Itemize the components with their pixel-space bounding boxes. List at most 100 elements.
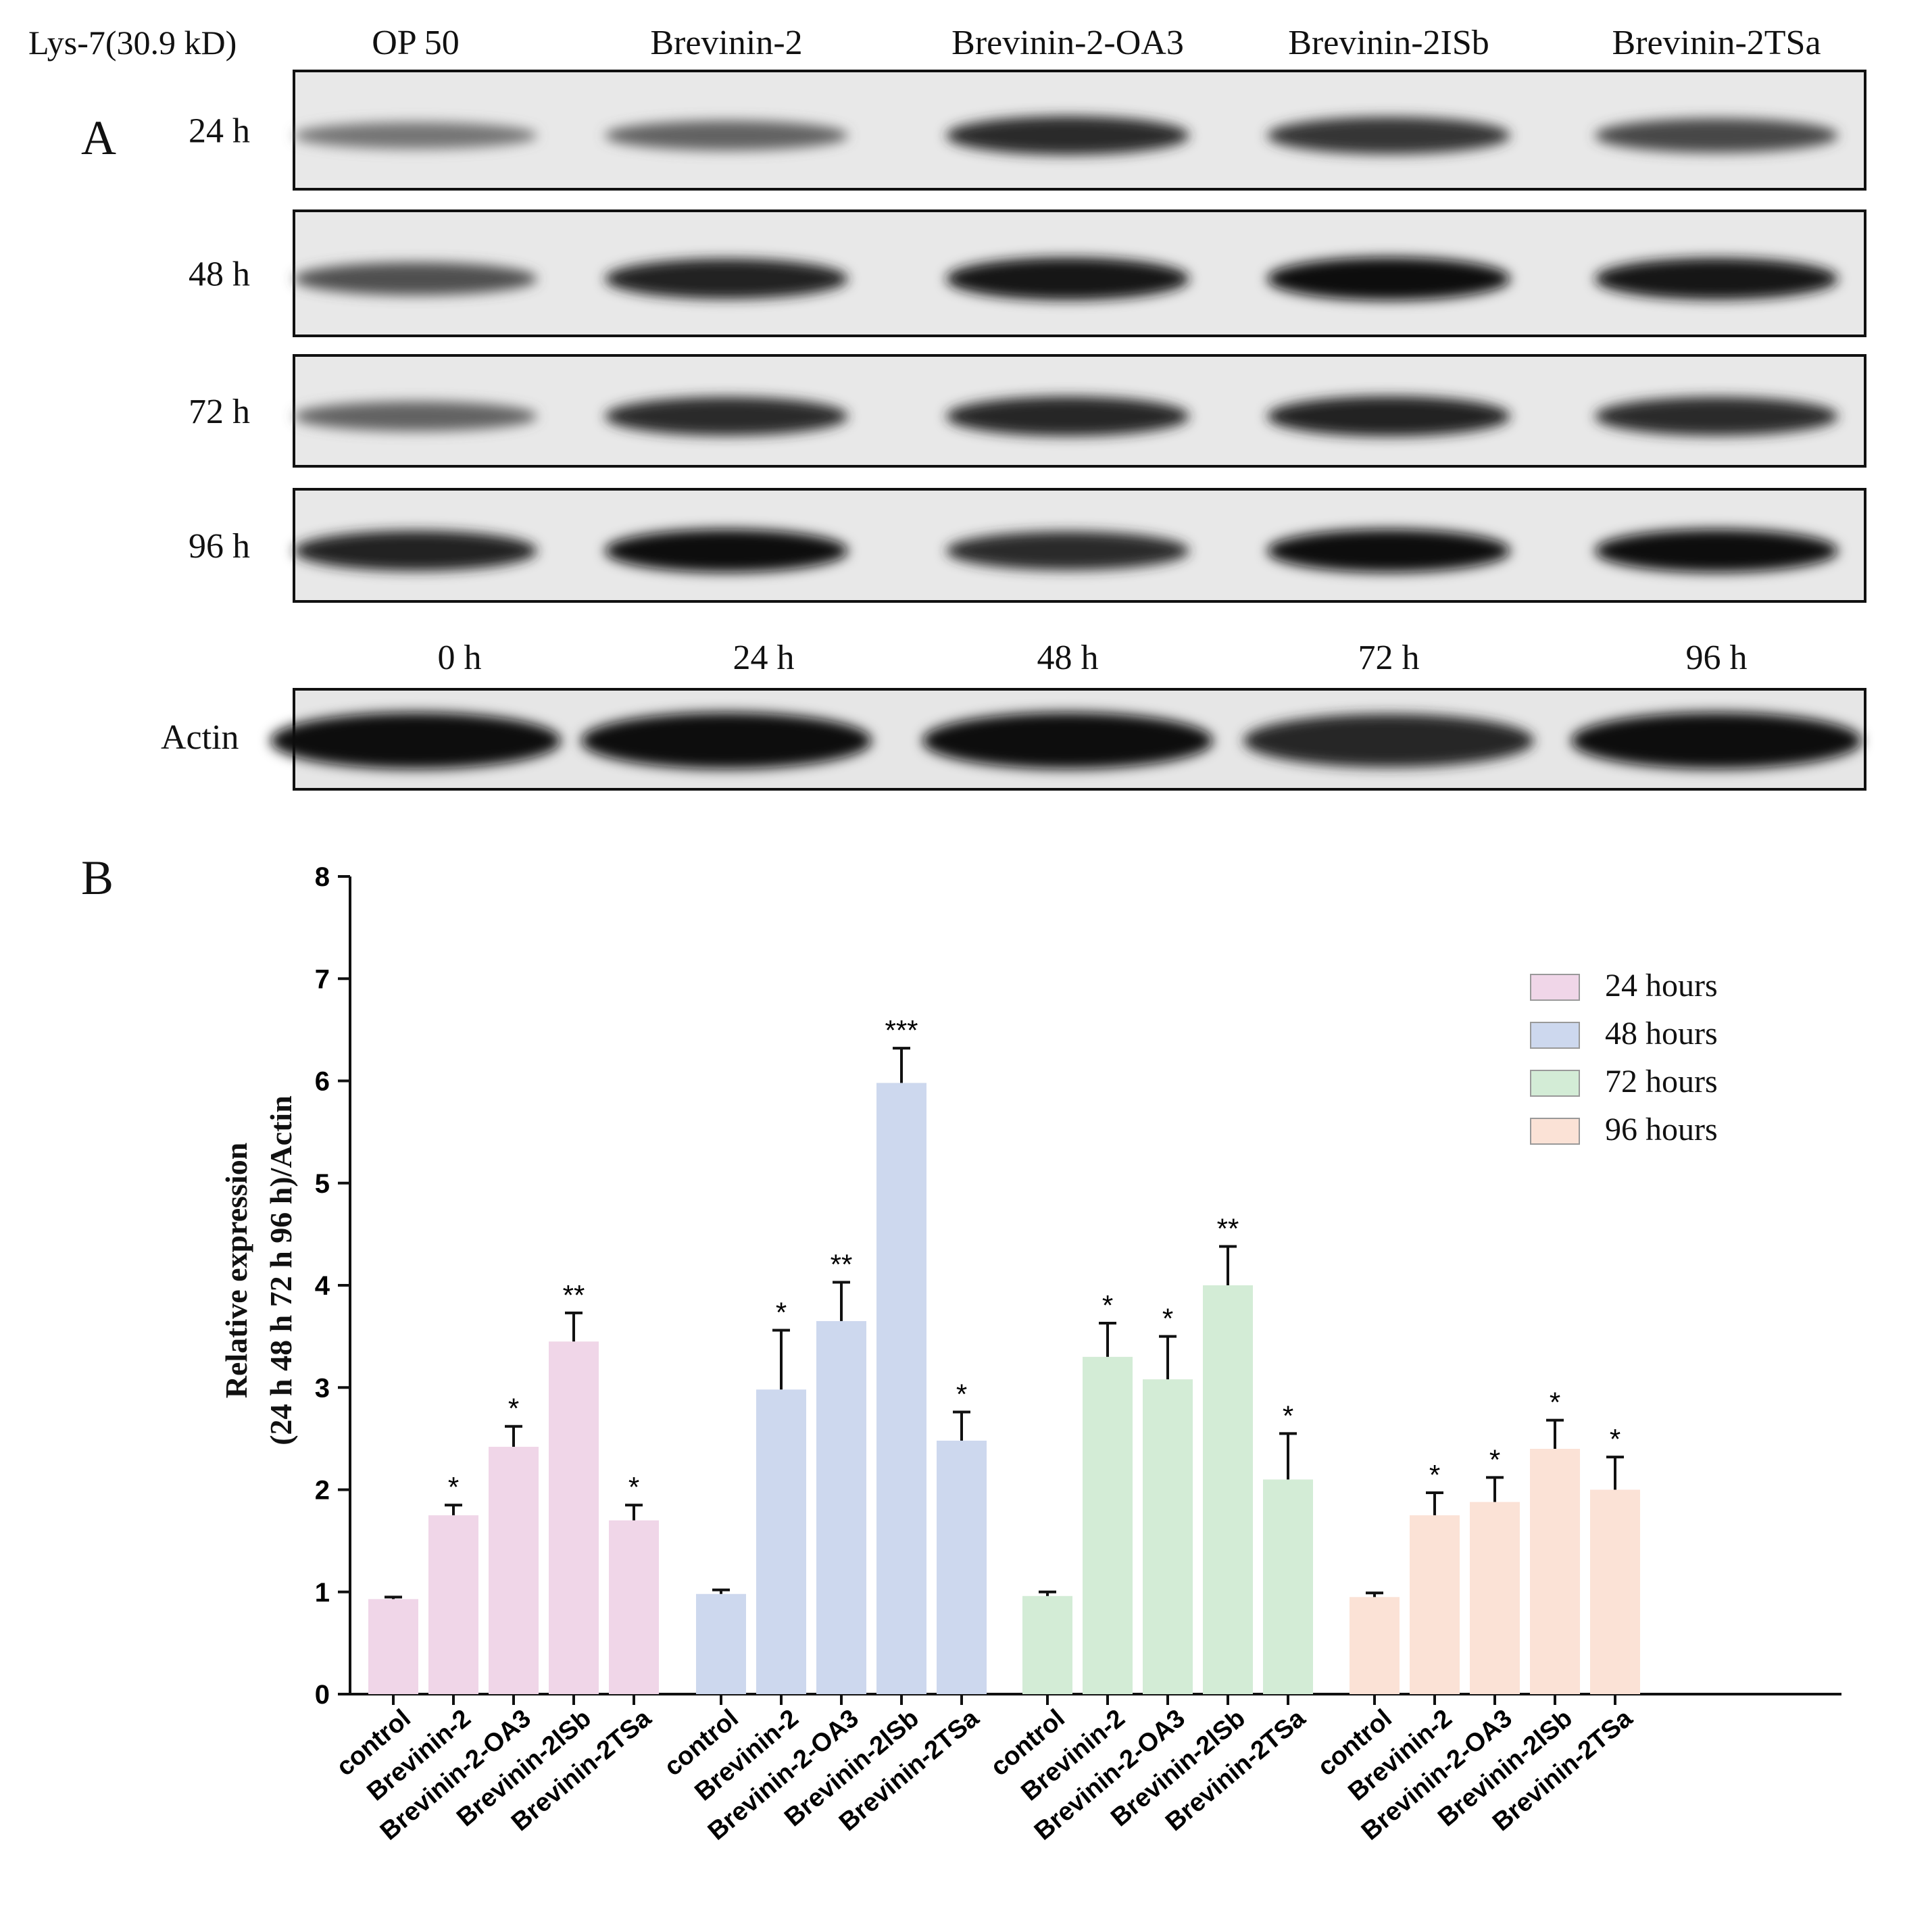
actin-header-5: 96 h bbox=[1686, 639, 1748, 677]
significance-label: *** bbox=[885, 1014, 918, 1046]
actin-header-3: 48 h bbox=[1037, 639, 1099, 677]
significance-label: * bbox=[1610, 1423, 1621, 1455]
panel-a-letter: A bbox=[81, 111, 116, 165]
actin-band bbox=[1571, 712, 1862, 769]
bar-brevinin-2tsa bbox=[609, 1520, 659, 1694]
lane-header-5: Brevinin-2TSa bbox=[1612, 24, 1821, 62]
bar-control bbox=[696, 1593, 746, 1694]
y-tick-label: 8 bbox=[315, 862, 330, 892]
blot-rows: 24 h 48 h 72 h 96 h bbox=[189, 70, 1866, 603]
legend-swatch bbox=[1530, 974, 1580, 1001]
bar-control bbox=[368, 1599, 418, 1694]
significance-label: * bbox=[1429, 1459, 1440, 1491]
row-label: 72 h bbox=[189, 393, 250, 431]
legend-label: 96 hours bbox=[1605, 1112, 1718, 1147]
significance-label: ** bbox=[1217, 1213, 1239, 1245]
blot-band bbox=[294, 401, 537, 432]
legend: 24 hours 48 hours 72 hours 96 hours bbox=[1530, 968, 1718, 1147]
significance-label: ** bbox=[563, 1279, 585, 1311]
blot-band bbox=[1267, 396, 1510, 437]
bar-control bbox=[1022, 1595, 1072, 1694]
bar-brevinin-2isb bbox=[1203, 1285, 1253, 1694]
blot-band bbox=[946, 396, 1189, 437]
blot-band bbox=[1595, 397, 1838, 436]
actin-band bbox=[922, 712, 1213, 769]
blot-band bbox=[605, 120, 848, 151]
blot-band bbox=[1267, 257, 1510, 301]
blot-band bbox=[946, 116, 1189, 155]
y-axis-title-line1: Relative expression bbox=[219, 1143, 253, 1399]
actin-blot bbox=[270, 688, 1866, 791]
bar-control bbox=[1350, 1597, 1400, 1694]
actin-header-2: 24 h bbox=[733, 639, 795, 677]
row-label: 96 h bbox=[189, 527, 250, 566]
bar-brevinin-2-oa3 bbox=[1143, 1379, 1193, 1694]
bar-chart: B Relative expression (24 h 48 h 72 h 96… bbox=[81, 851, 1841, 1846]
blot-band bbox=[605, 397, 848, 436]
legend-label: 48 hours bbox=[1605, 1016, 1718, 1051]
row-label: 24 h bbox=[189, 112, 250, 151]
y-tick-label: 7 bbox=[315, 964, 330, 994]
x-tick-labels: controlBrevinin-2Brevinin-2-OA3Brevinin-… bbox=[331, 1694, 1638, 1846]
bar-brevinin-2-oa3 bbox=[1470, 1502, 1520, 1694]
actin-band bbox=[581, 712, 872, 769]
blot-row-48h: 48 h bbox=[189, 209, 1866, 337]
y-tick-label: 0 bbox=[315, 1680, 330, 1710]
y-tick-label: 6 bbox=[315, 1067, 330, 1097]
bar-brevinin-2tsa bbox=[1590, 1489, 1640, 1694]
y-axis-title-line2: (24 h 48 h 72 h 96 h)/Actin bbox=[264, 1095, 298, 1445]
blot-row-96h: 96 h bbox=[189, 488, 1866, 603]
bar-brevinin-2-oa3 bbox=[816, 1320, 866, 1694]
actin-label: Actin bbox=[161, 718, 239, 757]
y-tick-label: 2 bbox=[315, 1476, 330, 1506]
y-tick-label: 1 bbox=[315, 1578, 330, 1608]
actin-headers: 0 h 24 h 48 h 72 h 96 h bbox=[438, 639, 1748, 677]
significance-label: * bbox=[508, 1393, 519, 1425]
bar-brevinin-2tsa bbox=[937, 1440, 987, 1694]
blot-band bbox=[1267, 116, 1510, 155]
western-blot-panel: A Lys-7(30.9 kD) OP 50 Brevinin-2 Brevinin… bbox=[28, 24, 1866, 791]
y-axis-title: Relative expression (24 h 48 h 72 h 96 h… bbox=[219, 1095, 298, 1445]
blot-band bbox=[294, 262, 537, 295]
y-tick-label: 3 bbox=[315, 1373, 330, 1403]
legend-swatch bbox=[1530, 1022, 1580, 1049]
legend-swatch bbox=[1530, 1070, 1580, 1097]
lane-header-4: Brevinin-2ISb bbox=[1288, 24, 1489, 62]
blot-band bbox=[1595, 118, 1838, 153]
bar-brevinin-2 bbox=[1083, 1356, 1133, 1694]
row-label: 48 h bbox=[189, 255, 250, 294]
bar-brevinin-2 bbox=[428, 1515, 478, 1694]
blot-row-24h: 24 h bbox=[189, 70, 1866, 191]
significance-label: * bbox=[776, 1297, 787, 1329]
lane-headers: OP 50 Brevinin-2 Brevinin-2-OA3 Brevinin-2I… bbox=[372, 24, 1821, 62]
bar-brevinin-2-oa3 bbox=[489, 1446, 539, 1694]
significance-label: * bbox=[1162, 1303, 1173, 1335]
blot-band bbox=[1595, 257, 1838, 300]
legend-swatch bbox=[1530, 1118, 1580, 1145]
significance-label: * bbox=[956, 1379, 967, 1410]
significance-label: ** bbox=[831, 1248, 853, 1280]
significance-label: * bbox=[1489, 1443, 1500, 1475]
blot-band bbox=[294, 122, 537, 149]
blot-band bbox=[1267, 529, 1510, 572]
significance-label: * bbox=[628, 1471, 639, 1503]
blot-row-72h: 72 h bbox=[189, 354, 1866, 468]
bar-brevinin-2isb bbox=[1530, 1449, 1580, 1694]
series-48-hours: ******* bbox=[696, 1014, 987, 1694]
blot-band bbox=[605, 258, 848, 299]
significance-label: * bbox=[448, 1471, 459, 1503]
bar-brevinin-2isb bbox=[876, 1083, 926, 1694]
protein-label: Lys-7(30.9 kD) bbox=[28, 24, 237, 61]
lane-header-2: Brevinin-2 bbox=[650, 24, 802, 62]
significance-label: * bbox=[1283, 1400, 1293, 1431]
bar-brevinin-2tsa bbox=[1263, 1479, 1313, 1694]
actin-band bbox=[1243, 714, 1534, 768]
legend-label: 72 hours bbox=[1605, 1064, 1718, 1099]
lane-header-3: Brevinin-2-OA3 bbox=[951, 24, 1184, 62]
significance-label: * bbox=[1102, 1289, 1113, 1321]
bar-brevinin-2 bbox=[756, 1389, 806, 1694]
bar-brevinin-2 bbox=[1410, 1515, 1460, 1694]
actin-band bbox=[270, 712, 561, 769]
significance-label: * bbox=[1550, 1387, 1560, 1418]
legend-label: 24 hours bbox=[1605, 968, 1718, 1004]
